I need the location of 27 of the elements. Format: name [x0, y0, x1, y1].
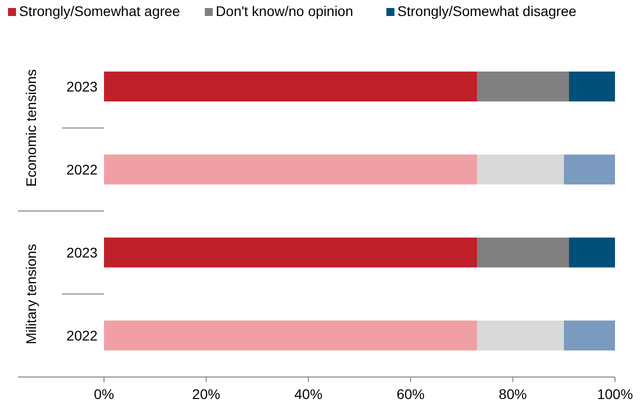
- y-tick-label: 2022: [66, 162, 98, 178]
- bar: [564, 320, 615, 350]
- text: Military tensions: [23, 244, 39, 344]
- bar: [104, 238, 478, 268]
- x-tick-label: 100%: [597, 386, 633, 402]
- legend-label: Strongly/Somewhat disagree: [397, 3, 577, 19]
- bar: [104, 72, 478, 102]
- bar: [104, 154, 478, 184]
- y-tick-label: 2023: [66, 244, 98, 260]
- legend-label: Don't know/no opinion: [216, 3, 354, 19]
- x-tick-label: 40%: [294, 386, 322, 402]
- legend-label: Strongly/Somewhat agree: [19, 3, 180, 19]
- y-tick-label: 2022: [66, 328, 98, 344]
- bar: [477, 238, 570, 268]
- x-tick-label: 80%: [498, 386, 527, 402]
- bar: [477, 320, 564, 350]
- bar: [477, 154, 564, 184]
- x-tick-label: 20%: [192, 386, 220, 402]
- x-tick-label: 0%: [94, 386, 114, 402]
- bar: [569, 72, 615, 102]
- bar: [477, 72, 570, 102]
- x-tick-label: 60%: [396, 386, 425, 402]
- bar: [564, 154, 615, 184]
- bar: [569, 238, 615, 268]
- bar: [104, 320, 478, 350]
- text: Economic tensions: [23, 69, 39, 187]
- y-tick-label: 2023: [66, 78, 98, 94]
